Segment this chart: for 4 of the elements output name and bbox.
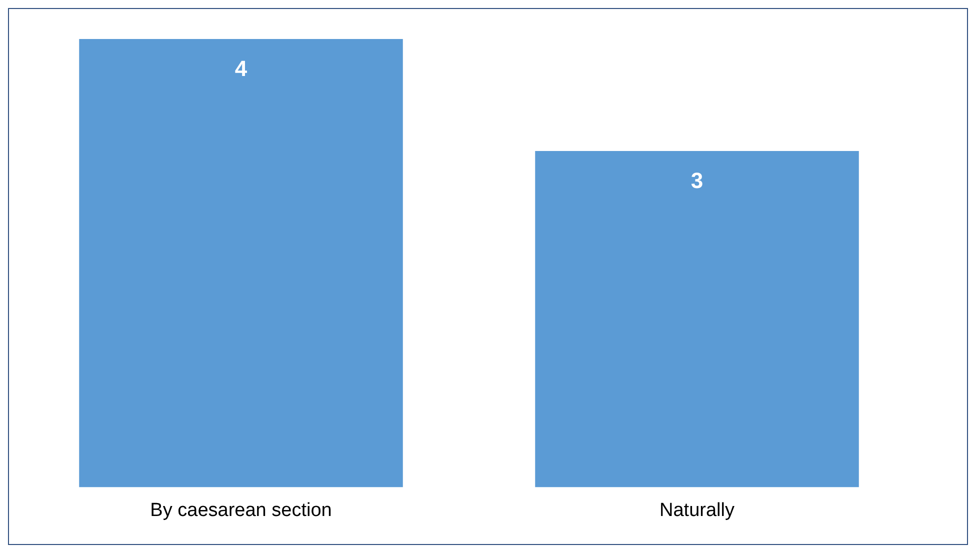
data-label: 3: [690, 168, 704, 194]
x-tick-label: Naturally: [660, 500, 735, 521]
data-label: 4: [234, 56, 248, 82]
x-tick-label: By caesarean section: [150, 500, 332, 521]
